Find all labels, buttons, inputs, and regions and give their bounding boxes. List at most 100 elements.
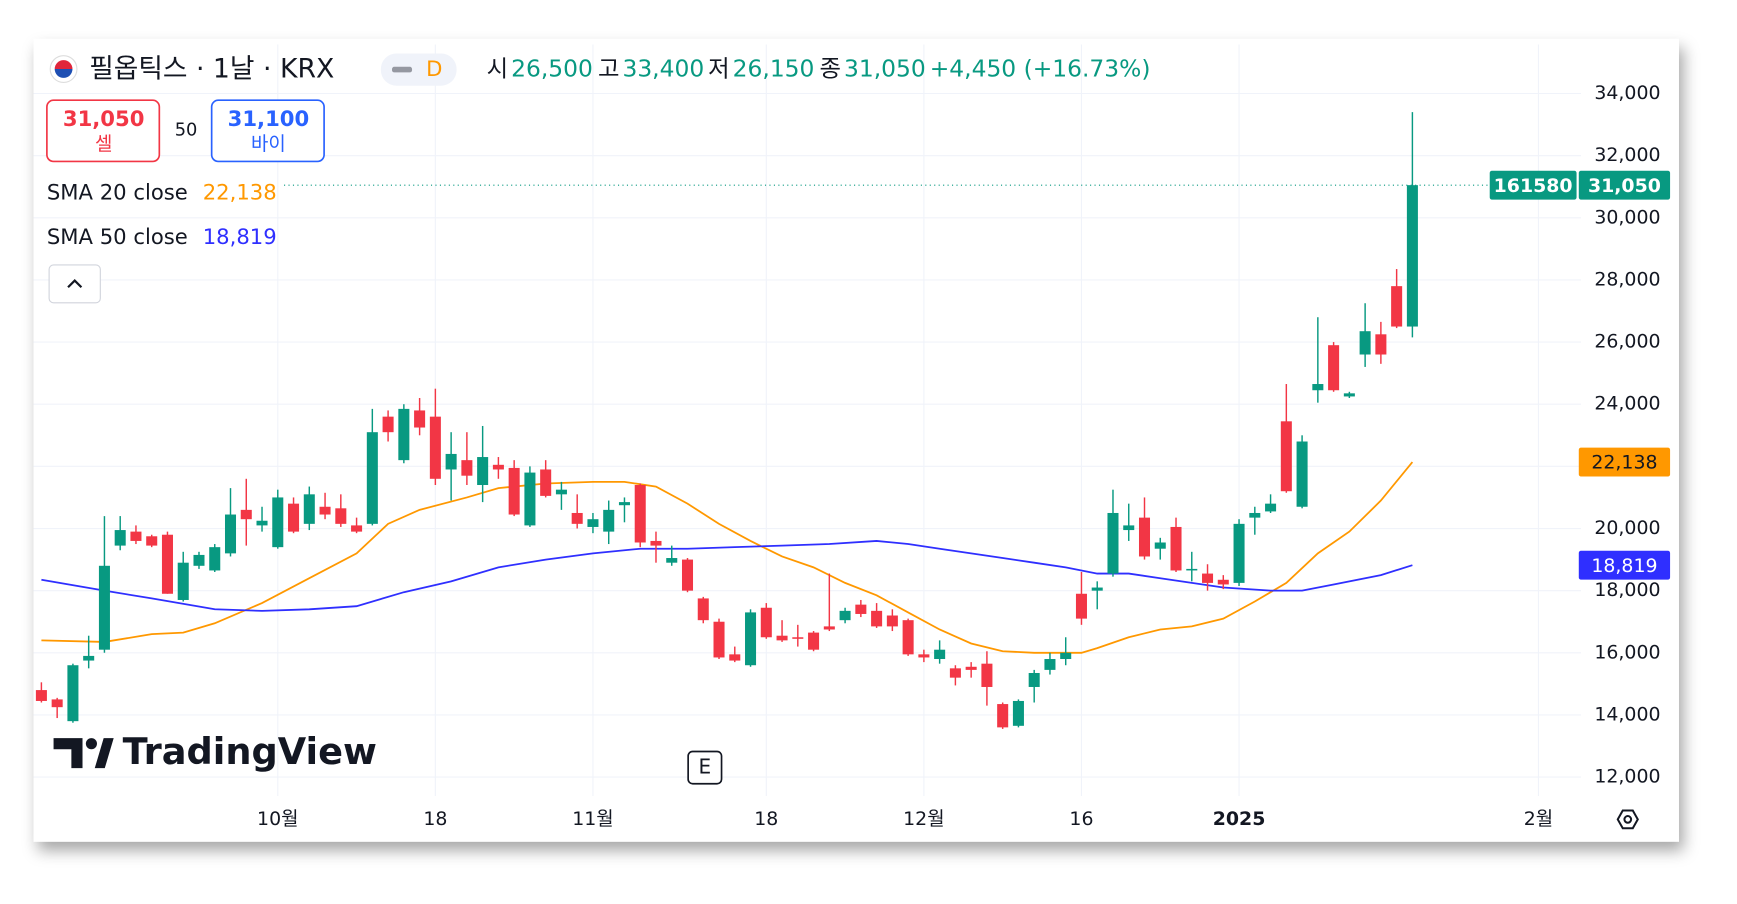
candle-body [1123,525,1135,531]
x-tick-label: 11월 [572,808,613,830]
candle-body [1280,421,1292,492]
sma-label-box [1578,550,1671,580]
candle-body [1375,334,1387,355]
buy-price: 31,100 [228,106,310,131]
grid-layer [33,44,1582,797]
candle-body [98,565,110,650]
open-label: 시 [487,55,509,83]
candle-body [713,621,725,658]
price-label-box [1578,170,1671,200]
sma-label: 22,138 [1591,452,1657,474]
candle-body [697,598,709,621]
pill-dash [392,66,413,73]
logo-dot [85,738,97,750]
candle-body [303,494,315,524]
candle-body [35,690,47,701]
candle-body [209,547,221,571]
candle-body [1107,512,1119,574]
settings-hex [1616,809,1639,830]
candle-body [902,620,914,655]
candle-body [618,502,630,506]
candle-body [1138,517,1151,557]
y-tick-label: 32,000 [1594,144,1660,166]
high-label: 고 [598,55,620,83]
candle-body [1028,672,1040,687]
volume-label: 161580 [1494,175,1573,197]
candle-body [1186,568,1198,571]
candle-body [918,654,930,658]
candle-body [760,607,772,638]
candle-body [114,530,126,546]
candle-body [1060,652,1072,660]
collapse-button[interactable] [48,264,101,304]
candle-body [1249,512,1261,518]
candle-body [1233,523,1245,583]
collapse-icon [67,278,83,289]
candle-body [161,534,173,594]
candle-body [1075,593,1087,619]
buy-button[interactable] [210,99,325,163]
y-tick-label: 34,000 [1594,82,1660,104]
open-value: 26,500 [511,55,593,83]
candle-body [445,453,457,470]
candle-body [193,554,205,566]
candle-body [666,558,678,563]
candle-body [67,665,79,722]
candle-body [256,520,268,526]
logo-mark [53,738,83,769]
x-tick-label: 2025 [1213,808,1266,830]
x-tick-label: 12월 [903,808,944,830]
sma-line [41,461,1414,654]
y-tick-label: 12,000 [1594,766,1660,788]
candle-body [524,472,536,526]
candle-body [1296,441,1308,507]
x-tick-label: 10월 [257,808,298,830]
legend-value: 22,138 [203,180,277,205]
candle-body [240,509,252,520]
candle-body [51,699,63,708]
candle-body [1328,345,1340,391]
candle-body [83,655,95,661]
candle-body [571,512,583,524]
candle-body [650,540,662,546]
candle-body [130,531,142,541]
trade-buttons: 31,050 셀 50 31,100 바이 [46,99,325,163]
y-tick-label: 20,000 [1594,517,1660,539]
candle-body [414,410,426,428]
symbol-header: 필옵틱스 · 1날 · KRX D 시 26,500 고 33,400 저 26… [49,53,1150,86]
flag-red [54,60,73,70]
sell-label: 셀 [95,133,112,155]
candle-body [398,408,410,461]
candle-body [288,503,300,532]
legend-name: SMA 20 close [47,180,188,205]
legend-name: SMA 50 close [47,224,188,249]
event-marker[interactable] [687,750,723,785]
candle-body [1154,542,1166,549]
close-label: 종 [820,55,842,83]
candle-body [351,525,363,532]
sell-price: 31,050 [63,106,145,131]
candle-body [745,612,757,666]
y-tick-label: 16,000 [1594,641,1660,663]
high-value: 33,400 [622,55,704,83]
interval-pill[interactable] [380,53,457,86]
sell-button[interactable] [46,99,161,163]
symbol-title: 필옵틱스 · 1날 · KRX [89,54,334,85]
candle-body [177,562,189,600]
low-label: 저 [708,55,730,83]
low-value: 26,150 [733,55,815,83]
spread: 50 [175,119,198,140]
candle-body [1202,573,1214,583]
candle-body [555,489,567,495]
y-tick-label: 14,000 [1594,703,1660,725]
candle-body [634,485,646,543]
settings-icon[interactable] [1616,809,1639,830]
interval-badge: D [426,56,442,81]
candle-body [965,666,977,670]
candle-body [808,632,820,650]
candle-body [871,610,883,627]
sma-label-box [1578,447,1671,477]
brand-logo: TradingView [53,730,377,773]
candle-body [319,506,331,515]
brand-text: TradingView [123,730,377,773]
